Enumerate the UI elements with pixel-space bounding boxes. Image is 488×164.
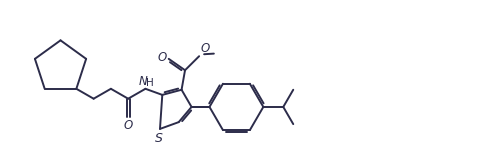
Text: O: O <box>200 42 209 55</box>
Text: O: O <box>123 119 133 132</box>
Text: S: S <box>155 132 163 145</box>
Text: H: H <box>146 78 154 88</box>
Text: O: O <box>157 51 166 64</box>
Text: N: N <box>138 75 147 88</box>
